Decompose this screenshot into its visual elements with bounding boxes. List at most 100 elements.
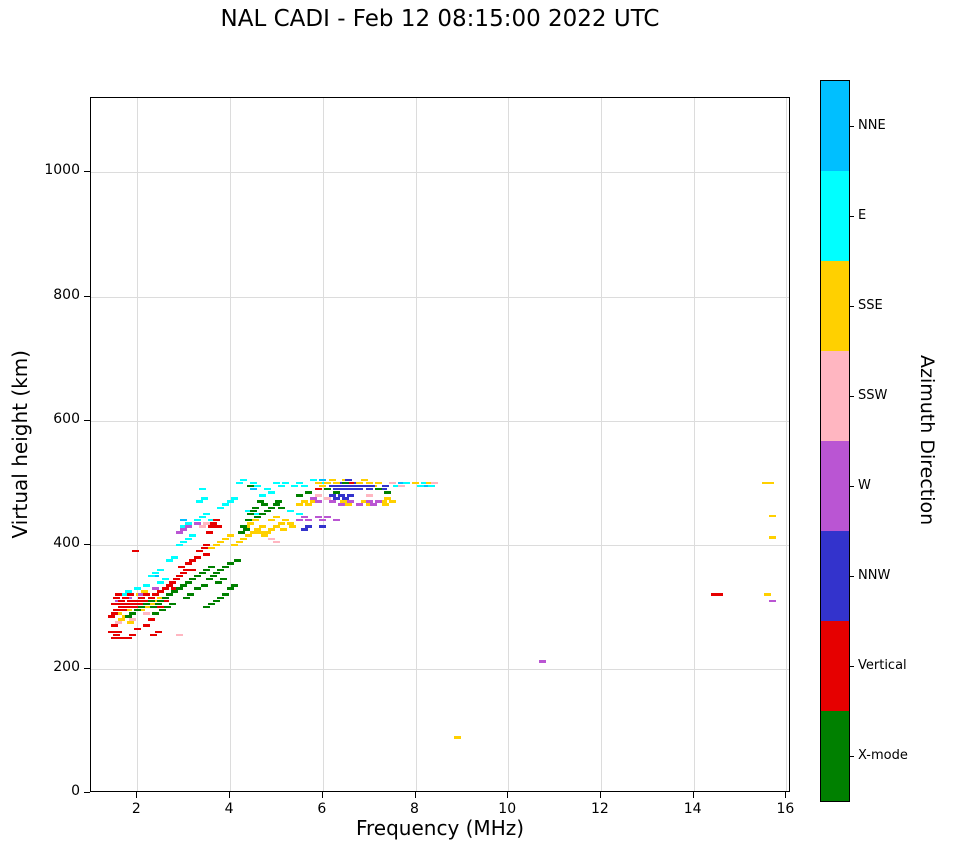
scatter-point <box>168 602 176 606</box>
scatter-point <box>143 605 151 609</box>
y-tick <box>84 295 90 297</box>
plot-area <box>90 97 790 792</box>
scatter-point <box>208 565 216 568</box>
scatter-point <box>398 484 406 488</box>
scatter-point <box>110 612 118 615</box>
x-tick-label: 10 <box>498 801 517 817</box>
scatter-point <box>296 494 304 497</box>
colorbar-tick <box>850 486 854 487</box>
scatter-point <box>157 599 165 603</box>
scatter-point <box>323 497 331 500</box>
colorbar-tick-label: SSE <box>858 298 883 313</box>
scatter-point <box>175 531 183 534</box>
scatter-point <box>384 491 392 494</box>
scatter-point <box>124 636 132 640</box>
scatter-point <box>310 478 318 482</box>
scatter-point <box>180 571 188 575</box>
scatter-point <box>184 525 192 528</box>
scatter-point <box>136 602 144 606</box>
scatter-point <box>182 596 190 600</box>
scatter-point <box>147 596 155 600</box>
scatter-point <box>245 518 253 522</box>
scatter-point <box>263 531 271 534</box>
scatter-point <box>289 525 297 528</box>
scatter-point <box>762 481 769 485</box>
scatter-point <box>126 593 134 596</box>
x-tick <box>785 792 787 798</box>
scatter-point <box>205 531 213 534</box>
scatter-point <box>430 481 438 485</box>
scatter-point <box>140 590 148 593</box>
scatter-point <box>254 512 262 516</box>
scatter-point <box>150 633 158 637</box>
scatter-point <box>252 506 260 510</box>
colorbar <box>820 80 850 802</box>
scatter-point <box>161 599 169 603</box>
scatter-point <box>159 608 167 612</box>
x-tick <box>599 792 601 798</box>
scatter-point <box>157 605 165 609</box>
scatter-point <box>166 584 174 587</box>
scatter-point <box>268 518 276 522</box>
gridline <box>230 98 232 791</box>
scatter-point <box>115 612 123 615</box>
scatter-point <box>347 494 355 497</box>
scatter-point <box>252 518 260 522</box>
scatter-point <box>217 540 225 544</box>
gridline <box>91 172 789 174</box>
scatter-point <box>300 515 308 519</box>
scatter-point <box>370 503 378 506</box>
y-axis-label: Virtual height (km) <box>8 350 32 539</box>
y-tick <box>84 667 90 669</box>
scatter-point <box>374 500 382 503</box>
scatter-point <box>279 528 287 531</box>
scatter-point <box>259 512 267 516</box>
x-tick <box>507 792 509 798</box>
scatter-point <box>198 487 206 491</box>
scatter-point <box>231 543 239 547</box>
scatter-point <box>184 581 192 584</box>
scatter-point <box>175 574 183 578</box>
gridline <box>91 296 789 298</box>
scatter-point <box>715 593 723 596</box>
scatter-point <box>374 487 382 491</box>
x-tick <box>414 792 416 798</box>
scatter-point <box>194 587 202 590</box>
scatter-point <box>143 612 151 615</box>
scatter-point <box>238 531 246 534</box>
scatter-point <box>235 540 243 544</box>
scatter-point <box>110 636 118 640</box>
gridline <box>91 544 789 546</box>
scatter-point <box>305 503 313 506</box>
scatter-point <box>189 534 197 537</box>
colorbar-tick-label: W <box>858 478 871 493</box>
scatter-point <box>337 503 345 506</box>
scatter-point <box>203 522 211 525</box>
scatter-point <box>143 624 151 627</box>
scatter-point <box>152 574 160 578</box>
scatter-point <box>296 481 304 485</box>
scatter-point <box>152 599 160 603</box>
scatter-point <box>333 487 341 491</box>
scatter-point <box>768 536 776 539</box>
scatter-point <box>310 500 318 503</box>
scatter-point <box>157 596 165 600</box>
scatter-point <box>421 484 429 488</box>
scatter-point <box>126 621 134 624</box>
scatter-point <box>344 478 352 482</box>
scatter-point <box>398 481 406 485</box>
scatter-point <box>117 618 125 621</box>
scatter-point <box>208 518 216 522</box>
scatter-point <box>208 602 216 606</box>
scatter-point <box>300 528 308 531</box>
scatter-point <box>147 602 155 606</box>
scatter-point <box>342 497 350 500</box>
scatter-point <box>282 518 290 522</box>
scatter-point <box>180 518 188 522</box>
scatter-point <box>196 500 204 503</box>
scatter-point <box>314 494 322 497</box>
scatter-point <box>117 599 125 603</box>
colorbar-segment-w <box>821 441 849 531</box>
scatter-point <box>296 503 304 506</box>
gridline <box>415 98 417 791</box>
